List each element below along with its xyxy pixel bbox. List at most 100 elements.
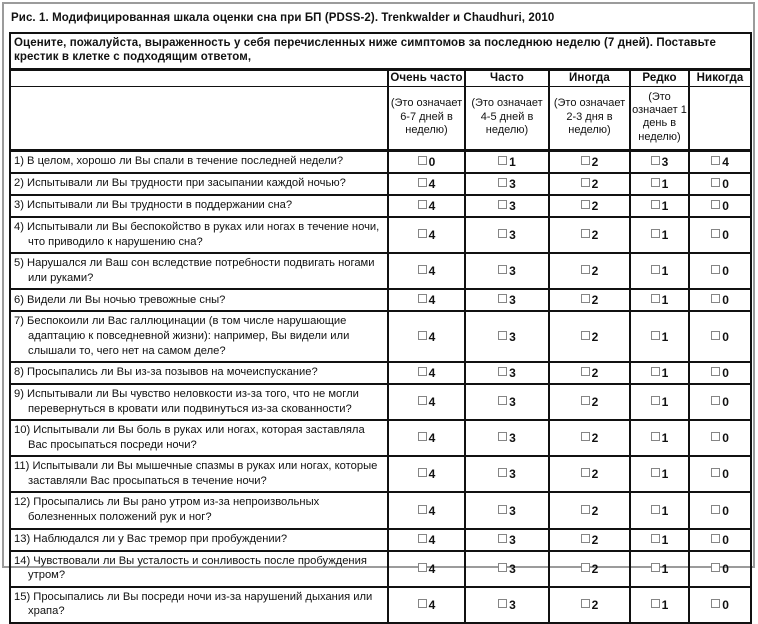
answer-cell[interactable]: 0 bbox=[687, 310, 753, 364]
checkbox-icon[interactable] bbox=[650, 432, 660, 442]
answer-cell[interactable]: 2 bbox=[548, 585, 631, 624]
answer-cell[interactable]: 0 bbox=[687, 455, 753, 494]
answer-cell[interactable]: 2 bbox=[548, 527, 631, 552]
answer-cell[interactable]: 1 bbox=[629, 549, 690, 588]
checkbox-icon[interactable] bbox=[711, 294, 721, 304]
checkbox-icon[interactable] bbox=[580, 156, 590, 166]
answer-cell[interactable]: 1 bbox=[629, 288, 690, 313]
checkbox-icon[interactable] bbox=[580, 229, 590, 239]
checkbox-icon[interactable] bbox=[650, 367, 660, 377]
checkbox-icon[interactable] bbox=[417, 367, 427, 377]
checkbox-icon[interactable] bbox=[650, 562, 660, 572]
checkbox-icon[interactable] bbox=[580, 265, 590, 275]
checkbox-icon[interactable] bbox=[417, 533, 427, 543]
answer-cell[interactable]: 4 bbox=[387, 194, 466, 219]
answer-cell[interactable]: 3 bbox=[464, 585, 550, 624]
checkbox-icon[interactable] bbox=[711, 562, 721, 572]
answer-cell[interactable]: 0 bbox=[687, 585, 753, 624]
checkbox-icon[interactable] bbox=[417, 200, 427, 210]
checkbox-icon[interactable] bbox=[580, 178, 590, 188]
answer-cell[interactable]: 3 bbox=[629, 149, 690, 175]
checkbox-icon[interactable] bbox=[417, 562, 427, 572]
answer-cell[interactable]: 0 bbox=[687, 419, 753, 458]
checkbox-icon[interactable] bbox=[711, 156, 721, 166]
answer-cell[interactable]: 2 bbox=[548, 419, 631, 458]
checkbox-icon[interactable] bbox=[650, 200, 660, 210]
answer-cell[interactable]: 0 bbox=[687, 549, 753, 588]
answer-cell[interactable]: 4 bbox=[387, 361, 466, 386]
answer-cell[interactable]: 1 bbox=[629, 491, 690, 530]
checkbox-icon[interactable] bbox=[650, 156, 660, 166]
checkbox-icon[interactable] bbox=[498, 229, 508, 239]
answer-cell[interactable]: 2 bbox=[548, 361, 631, 386]
answer-cell[interactable]: 4 bbox=[387, 419, 466, 458]
checkbox-icon[interactable] bbox=[711, 200, 721, 210]
checkbox-icon[interactable] bbox=[580, 432, 590, 442]
answer-cell[interactable]: 1 bbox=[629, 310, 690, 364]
checkbox-icon[interactable] bbox=[498, 504, 508, 514]
checkbox-icon[interactable] bbox=[417, 330, 427, 340]
checkbox-icon[interactable] bbox=[650, 294, 660, 304]
answer-cell[interactable]: 1 bbox=[629, 419, 690, 458]
checkbox-icon[interactable] bbox=[498, 562, 508, 572]
answer-cell[interactable]: 2 bbox=[548, 252, 631, 291]
checkbox-icon[interactable] bbox=[711, 468, 721, 478]
answer-cell[interactable]: 4 bbox=[387, 252, 466, 291]
checkbox-icon[interactable] bbox=[711, 330, 721, 340]
checkbox-icon[interactable] bbox=[711, 504, 721, 514]
checkbox-icon[interactable] bbox=[498, 178, 508, 188]
answer-cell[interactable]: 1 bbox=[629, 361, 690, 386]
answer-cell[interactable]: 2 bbox=[548, 310, 631, 364]
checkbox-icon[interactable] bbox=[580, 533, 590, 543]
checkbox-icon[interactable] bbox=[417, 432, 427, 442]
answer-cell[interactable]: 1 bbox=[629, 383, 690, 422]
checkbox-icon[interactable] bbox=[650, 598, 660, 608]
answer-cell[interactable]: 4 bbox=[387, 491, 466, 530]
answer-cell[interactable]: 1 bbox=[629, 216, 690, 255]
checkbox-icon[interactable] bbox=[650, 265, 660, 275]
checkbox-icon[interactable] bbox=[417, 294, 427, 304]
answer-cell[interactable]: 1 bbox=[464, 149, 550, 175]
answer-cell[interactable]: 2 bbox=[548, 288, 631, 313]
checkbox-icon[interactable] bbox=[498, 156, 508, 166]
answer-cell[interactable]: 2 bbox=[548, 455, 631, 494]
checkbox-icon[interactable] bbox=[498, 330, 508, 340]
checkbox-icon[interactable] bbox=[498, 533, 508, 543]
answer-cell[interactable]: 0 bbox=[687, 491, 753, 530]
answer-cell[interactable]: 0 bbox=[687, 252, 753, 291]
checkbox-icon[interactable] bbox=[711, 265, 721, 275]
answer-cell[interactable]: 0 bbox=[687, 361, 753, 386]
checkbox-icon[interactable] bbox=[580, 200, 590, 210]
answer-cell[interactable]: 4 bbox=[387, 172, 466, 197]
answer-cell[interactable]: 0 bbox=[687, 194, 753, 219]
checkbox-icon[interactable] bbox=[498, 367, 508, 377]
checkbox-icon[interactable] bbox=[498, 598, 508, 608]
answer-cell[interactable]: 1 bbox=[629, 527, 690, 552]
answer-cell[interactable]: 1 bbox=[629, 585, 690, 624]
checkbox-icon[interactable] bbox=[650, 330, 660, 340]
checkbox-icon[interactable] bbox=[580, 367, 590, 377]
answer-cell[interactable]: 2 bbox=[548, 491, 631, 530]
answer-cell[interactable]: 4 bbox=[387, 527, 466, 552]
checkbox-icon[interactable] bbox=[711, 432, 721, 442]
checkbox-icon[interactable] bbox=[711, 178, 721, 188]
checkbox-icon[interactable] bbox=[580, 562, 590, 572]
answer-cell[interactable]: 0 bbox=[687, 216, 753, 255]
checkbox-icon[interactable] bbox=[711, 598, 721, 608]
checkbox-icon[interactable] bbox=[417, 468, 427, 478]
checkbox-icon[interactable] bbox=[650, 504, 660, 514]
answer-cell[interactable]: 3 bbox=[464, 310, 550, 364]
answer-cell[interactable]: 0 bbox=[687, 527, 753, 552]
checkbox-icon[interactable] bbox=[711, 396, 721, 406]
answer-cell[interactable]: 3 bbox=[464, 527, 550, 552]
answer-cell[interactable]: 2 bbox=[548, 194, 631, 219]
checkbox-icon[interactable] bbox=[417, 504, 427, 514]
checkbox-icon[interactable] bbox=[580, 330, 590, 340]
answer-cell[interactable]: 2 bbox=[548, 149, 631, 175]
answer-cell[interactable]: 3 bbox=[464, 419, 550, 458]
checkbox-icon[interactable] bbox=[650, 229, 660, 239]
checkbox-icon[interactable] bbox=[498, 396, 508, 406]
checkbox-icon[interactable] bbox=[650, 396, 660, 406]
answer-cell[interactable]: 2 bbox=[548, 549, 631, 588]
answer-cell[interactable]: 2 bbox=[548, 383, 631, 422]
